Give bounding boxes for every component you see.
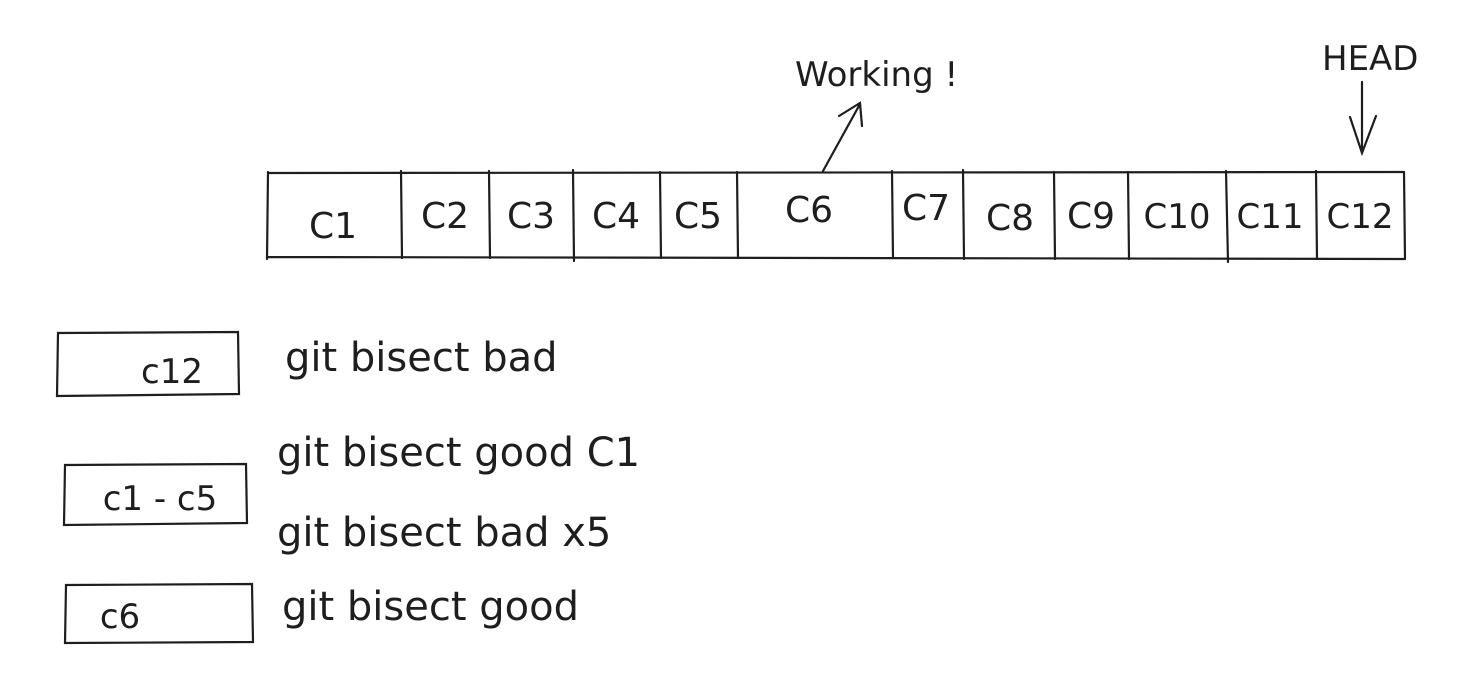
- commit-label-c8: C8: [986, 198, 1034, 239]
- commit-label-c4: C4: [592, 196, 640, 237]
- command-bisect-bad-x5: git bisect bad x5: [277, 510, 611, 556]
- commit-label-c1: C1: [309, 206, 357, 247]
- step-box-c6: [63, 582, 255, 645]
- commit-label-c11: C11: [1236, 197, 1303, 237]
- head-arrow: [1348, 80, 1378, 157]
- commit-label-c3: C3: [507, 196, 555, 237]
- step-box-c1-c5: [62, 462, 249, 527]
- commit-label-c5: C5: [674, 196, 722, 237]
- commit-dividers: [399, 168, 1319, 264]
- commit-label-c6: C6: [785, 190, 833, 231]
- commit-label-c12: C12: [1326, 197, 1393, 237]
- step-box-label-c12: c12: [141, 352, 203, 392]
- command-bisect-good: git bisect good: [282, 584, 579, 630]
- command-bisect-good-c1: git bisect good C1: [277, 430, 640, 476]
- working-arrow: [821, 101, 864, 173]
- commit-label-c7: C7: [902, 188, 950, 229]
- head-label: HEAD: [1322, 39, 1419, 79]
- commit-label-c10: C10: [1143, 197, 1210, 237]
- commit-strip-border: [265, 170, 1407, 261]
- commit-label-c9: C9: [1067, 196, 1115, 237]
- step-box-label-c6: c6: [100, 597, 140, 637]
- step-box-c12: [55, 330, 241, 398]
- step-box-label-c1-c5: c1 - c5: [103, 479, 218, 519]
- command-bisect-bad: git bisect bad: [285, 335, 558, 381]
- commit-label-c2: C2: [421, 196, 469, 237]
- working-label: Working !: [795, 55, 958, 95]
